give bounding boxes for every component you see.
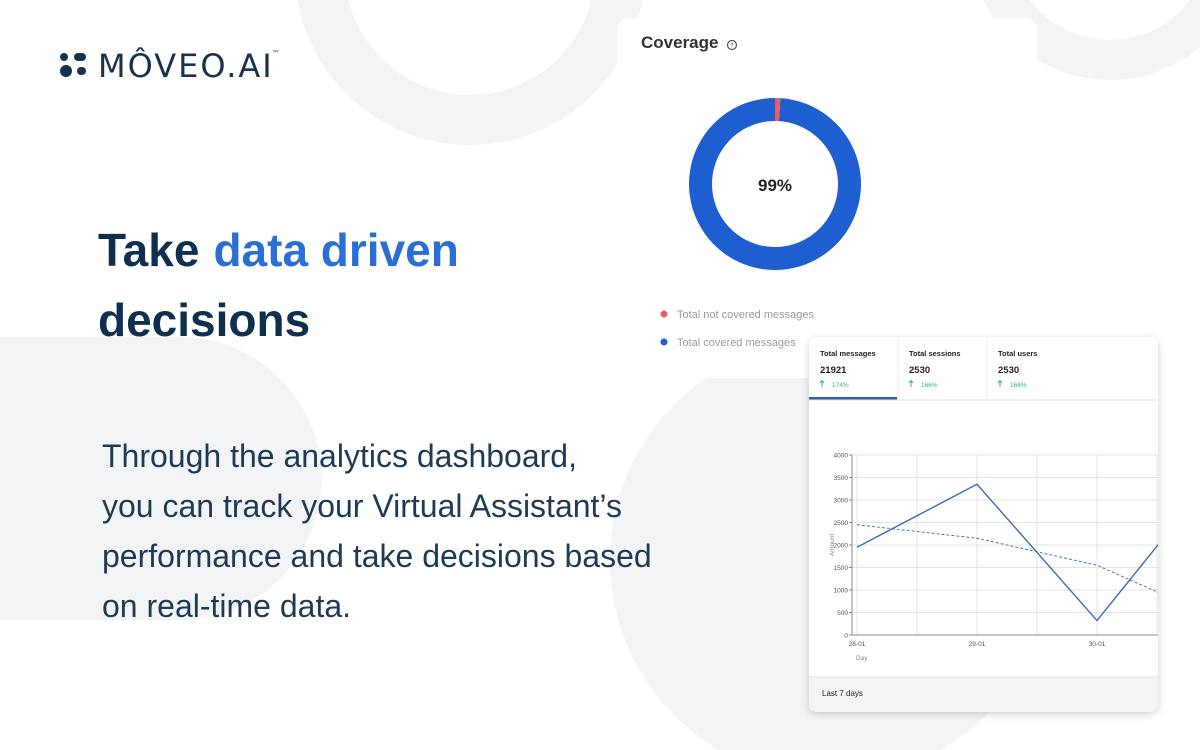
series-line bbox=[856, 483, 1158, 622]
tab-change: 174% bbox=[832, 382, 849, 389]
donut bbox=[689, 98, 861, 270]
tab-value: 21921 bbox=[820, 365, 847, 376]
help-icon: ? bbox=[726, 39, 738, 51]
bg-ring bbox=[297, 0, 643, 145]
donut-slice bbox=[775, 98, 781, 122]
body-line: performance and take decisions based bbox=[102, 538, 652, 574]
bg-shape bbox=[0, 337, 322, 620]
body-text: Through the analytics dashboard, you can … bbox=[102, 438, 652, 624]
svg-text:?: ? bbox=[730, 43, 733, 50]
tab-label: Total messages bbox=[820, 349, 876, 358]
legend: Total not covered messages Total covered … bbox=[660, 309, 814, 349]
y-tick-label: 500 bbox=[837, 610, 848, 617]
y-tick-label: 3000 bbox=[834, 498, 849, 505]
logo-trademark: ™ bbox=[272, 49, 280, 58]
donut-center-label: 99% bbox=[758, 176, 792, 195]
line-chart: 0 500 1000 1500 2000 2500 3000 3500 4000 28-01 29-… bbox=[829, 453, 1158, 662]
x-axis-label: Day bbox=[856, 655, 868, 662]
body-line: Through the analytics dashboard, bbox=[102, 438, 577, 474]
headline: Take data driven bbox=[98, 224, 459, 276]
stats-card bbox=[809, 337, 1158, 712]
y-tick-label: 1000 bbox=[834, 588, 849, 595]
tab-value: 2530 bbox=[998, 365, 1019, 376]
tabs: Total messages 21921 174% Total sessions 253… bbox=[809, 337, 1037, 400]
headline-tail: decisions bbox=[98, 294, 310, 346]
tab-change: 166% bbox=[921, 382, 938, 389]
x-tick-label: 29-01 bbox=[969, 641, 986, 648]
bg-ring bbox=[983, 0, 1200, 80]
legend-swatch bbox=[660, 310, 668, 318]
plot-area bbox=[856, 483, 1158, 622]
logo-dot bbox=[74, 53, 86, 61]
y-tick-label: 2000 bbox=[834, 543, 849, 550]
stats-footer bbox=[809, 677, 1158, 712]
x-tick-label: 28-01 bbox=[849, 641, 866, 648]
body-line: you can track your Virtual Assistant’s bbox=[102, 488, 622, 524]
headline-highlight: data driven bbox=[213, 224, 458, 276]
tab-value: 2530 bbox=[909, 365, 930, 376]
y-tick-label: 4000 bbox=[834, 453, 849, 460]
coverage-card bbox=[617, 18, 1037, 378]
y-tick-label: 3500 bbox=[834, 475, 849, 482]
logo-dot bbox=[77, 67, 86, 75]
trend-arrow bbox=[997, 379, 1003, 387]
logo-text: MÔVEO.AI bbox=[98, 46, 274, 85]
trend-arrow bbox=[819, 379, 825, 387]
x-tick-label: 30-01 bbox=[1089, 641, 1106, 648]
series-line bbox=[856, 524, 1158, 593]
legend-swatch bbox=[660, 338, 668, 346]
coverage-title: Coverage bbox=[641, 33, 718, 52]
tab-change: 166% bbox=[1010, 382, 1027, 389]
trend-arrow bbox=[908, 379, 914, 387]
body-line: on real-time data. bbox=[102, 588, 351, 624]
y-tick-label: 0 bbox=[844, 633, 848, 640]
tab-label: Total users bbox=[998, 349, 1037, 358]
active-tab-indicator bbox=[809, 397, 897, 400]
logo-dot bbox=[60, 65, 72, 77]
stats-footer-label: Last 7 days bbox=[822, 689, 863, 698]
y-axis-label: Amount bbox=[829, 534, 836, 557]
headline-lead: Take bbox=[98, 224, 199, 276]
logo: MÔVEO.AI ™ bbox=[60, 46, 280, 85]
legend-label: Total covered messages bbox=[677, 337, 796, 349]
y-tick-label: 1500 bbox=[834, 565, 849, 572]
logo-dot bbox=[60, 53, 68, 61]
y-tick-label: 2500 bbox=[834, 520, 849, 527]
tab-label: Total sessions bbox=[909, 349, 961, 358]
legend-label: Total not covered messages bbox=[677, 309, 814, 321]
